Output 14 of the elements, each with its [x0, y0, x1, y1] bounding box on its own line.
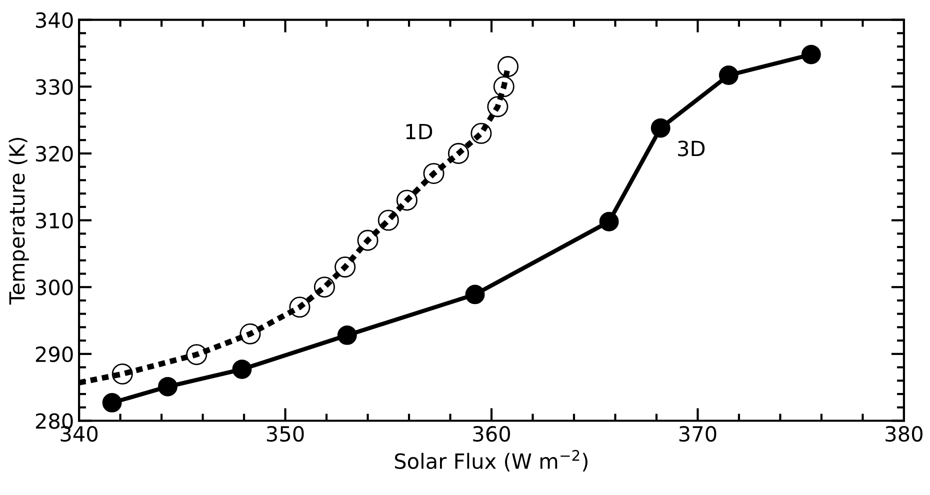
x-tick-label: 360 [473, 426, 510, 442]
y-tick-label: 330 [36, 79, 73, 95]
y-tick-label: 310 [36, 212, 73, 228]
y-tick-label: 300 [36, 280, 73, 296]
y-axis-title: Temperature (K) [8, 138, 29, 305]
series-label: 3D [678, 140, 705, 156]
x-tick-label: 380 [886, 426, 922, 442]
series-label: 1D [406, 124, 432, 140]
y-tick-label: 320 [36, 146, 73, 162]
x-tick-label: 370 [679, 426, 716, 442]
x-axis-title: Solar Flux (W m$^{−2}$) [394, 450, 588, 472]
y-tick-label: 340 [36, 12, 73, 28]
x-tick-label: 350 [266, 426, 304, 442]
y-tick-label: 290 [36, 346, 73, 362]
